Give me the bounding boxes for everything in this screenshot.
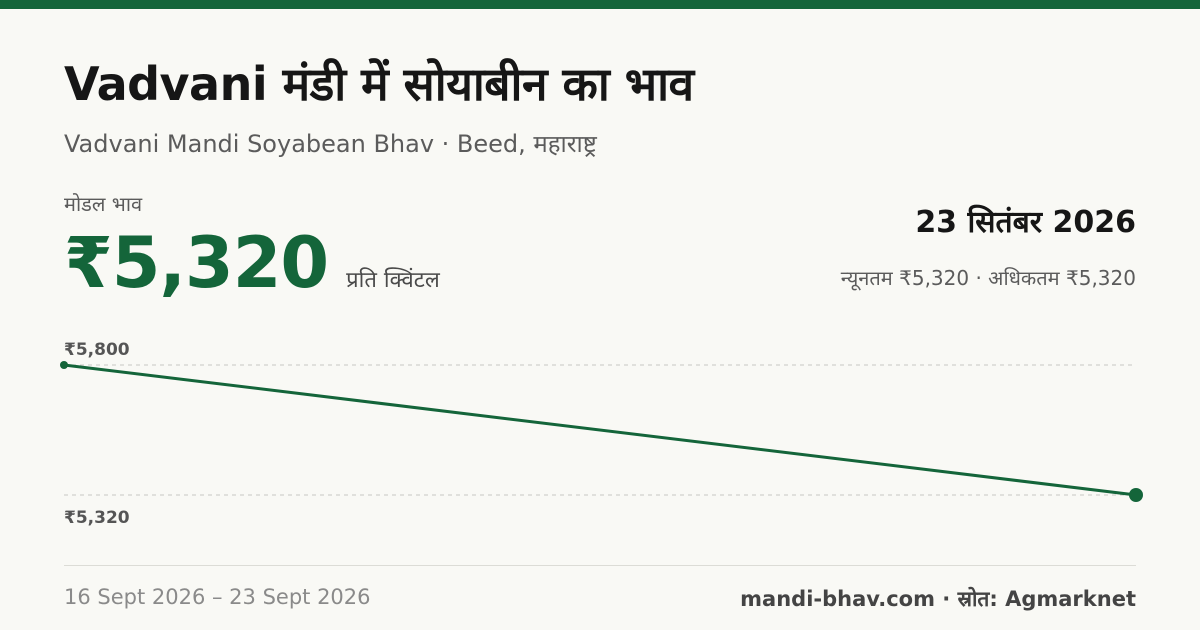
y-tick-label: ₹5,320 [64, 508, 130, 528]
price-value: ₹5,320 [64, 222, 329, 304]
price-label: मोडल भाव [64, 192, 143, 216]
min-max-prices: न्यूनतम ₹5,320 · अधिकतम ₹5,320 [840, 266, 1136, 290]
y-tick-label: ₹5,800 [64, 340, 130, 360]
price-date: 23 सितंबर 2026 [915, 205, 1136, 240]
footer-divider [64, 565, 1136, 566]
price-row: ₹5,320 प्रति क्विंटल [64, 222, 440, 304]
price-unit: प्रति क्विंटल [346, 268, 440, 293]
data-point [1129, 488, 1143, 502]
source-credit: mandi-bhav.com · स्रोत: Agmarknet [740, 587, 1136, 611]
price-trend-chart: ₹5,800 ₹5,320 [60, 340, 1143, 528]
data-point [60, 361, 68, 369]
date-range: 16 Sept 2026 – 23 Sept 2026 [64, 585, 371, 609]
series-line [62, 363, 1138, 497]
page-title: Vadvani मंडी में सोयाबीन का भाव [64, 57, 694, 111]
top-accent-bar [0, 0, 1200, 9]
page-subtitle: Vadvani Mandi Soyabean Bhav · Beed, महार… [64, 130, 597, 158]
